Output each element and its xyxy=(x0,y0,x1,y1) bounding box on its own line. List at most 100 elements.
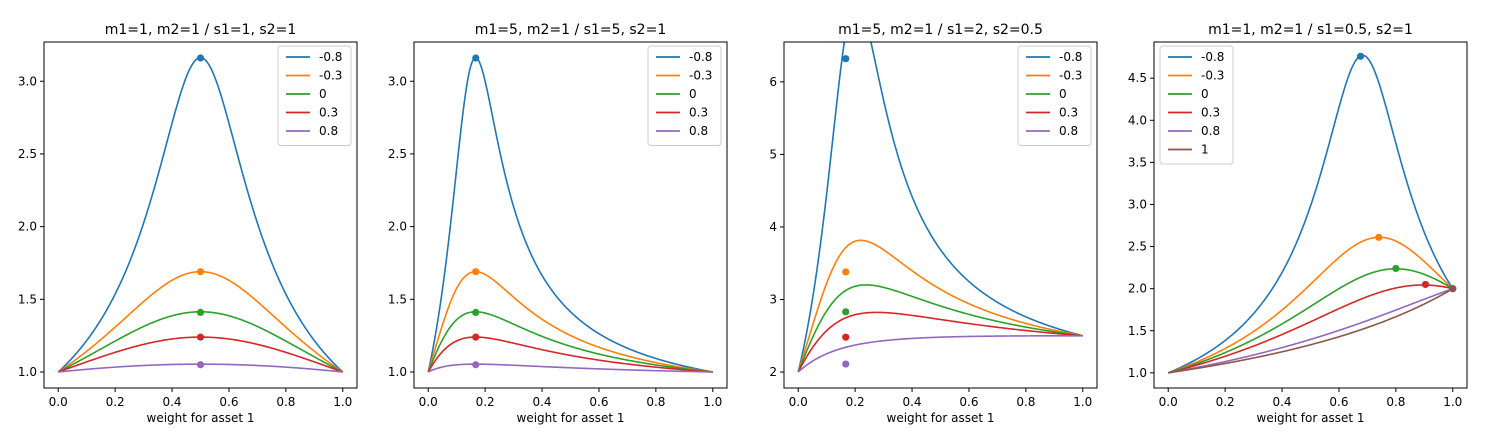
x-tick-label: 0.0 xyxy=(49,395,68,409)
legend-label--0.8: -0.8 xyxy=(319,50,342,64)
y-tick-label: 2.5 xyxy=(388,147,407,161)
max-marker-0 xyxy=(196,308,205,317)
max-marker--0.8 xyxy=(1356,52,1365,60)
series-line--0.8 xyxy=(797,42,1083,373)
x-tick-label: 0.2 xyxy=(1216,395,1235,409)
legend-label-0: 0 xyxy=(689,87,697,101)
legend-label-0: 0 xyxy=(319,87,327,101)
axes-frame xyxy=(43,41,358,389)
y-tick-label: 3.0 xyxy=(18,74,37,88)
legend: -0.8 -0.3 0 0.3 0.8 xyxy=(277,45,352,146)
legend-label-0.3: 0.3 xyxy=(319,106,338,120)
x-tick-label: 1.0 xyxy=(1443,395,1462,409)
y-tick-label: 2 xyxy=(769,365,777,379)
y-tick-label: 4.0 xyxy=(1128,113,1147,127)
x-tick-label: 0.6 xyxy=(219,395,238,409)
y-tick-label: 1.5 xyxy=(388,292,407,306)
legend-label-0.8: 0.8 xyxy=(689,124,708,138)
max-marker--0.8 xyxy=(196,54,205,62)
chart-title: m1=1, m2=1 / s1=0.5, s2=1 xyxy=(1208,22,1413,38)
y-tick-label: 1.0 xyxy=(18,365,37,379)
subplot-1: 0.0 0.2 0.4 0.6 0.8 1.0 1.0 1.5 2.0 2.5 3.0 m1=1, m… xyxy=(18,22,358,425)
legend-label--0.3: -0.3 xyxy=(1201,69,1224,83)
legend-label-0.3: 0.3 xyxy=(689,106,708,120)
axes-frame xyxy=(413,41,728,389)
x-tick-label: 0.2 xyxy=(106,395,125,409)
y-tick-label: 1.5 xyxy=(18,292,37,306)
x-tick-label: 0.6 xyxy=(1329,395,1348,409)
legend-label-0.8: 0.8 xyxy=(319,124,338,138)
max-marker--0.8 xyxy=(842,55,850,63)
x-tick-label: 0.8 xyxy=(1016,395,1035,409)
max-marker--0.3 xyxy=(196,268,205,276)
x-tick-label: 0.8 xyxy=(1386,395,1405,409)
max-marker-0.3 xyxy=(472,333,480,341)
max-marker-0 xyxy=(1392,264,1400,273)
max-marker-0.3 xyxy=(1421,280,1430,289)
legend-label--0.3: -0.3 xyxy=(1059,69,1082,83)
legend-label-0.8: 0.8 xyxy=(1059,124,1078,138)
y-tick-label: 5 xyxy=(769,147,777,161)
legend-label--0.8: -0.8 xyxy=(689,50,712,64)
max-marker-0.3 xyxy=(196,333,205,341)
series-line-0.8 xyxy=(1168,287,1454,374)
legend: -0.8 -0.3 0 0.3 0.8 xyxy=(647,45,722,146)
y-tick-label: 1.0 xyxy=(388,365,407,379)
legend-label-0.3: 0.3 xyxy=(1201,106,1220,120)
x-tick-label: 1.0 xyxy=(1073,395,1092,409)
series-line--0.3 xyxy=(797,239,1083,373)
x-tick-label: 0.8 xyxy=(276,395,295,409)
legend-box xyxy=(277,45,352,146)
legend-label--0.8: -0.8 xyxy=(1201,50,1224,64)
series-line-0 xyxy=(1168,267,1454,374)
y-tick-label: 1.0 xyxy=(1128,366,1147,380)
max-marker--0.3 xyxy=(1375,233,1383,241)
legend-box xyxy=(1017,45,1092,146)
series-line-1 xyxy=(1168,287,1454,374)
x-tick-label: 0.4 xyxy=(1272,395,1291,409)
y-tick-label: 2.0 xyxy=(388,220,407,234)
x-axis-label: weight for asset 1 xyxy=(147,411,255,425)
x-tick-label: 0.4 xyxy=(532,395,551,409)
x-axis-label: weight for asset 1 xyxy=(517,411,625,425)
legend-label--0.3: -0.3 xyxy=(689,69,712,83)
series-line-0.8 xyxy=(797,334,1083,373)
y-tick-label: 4 xyxy=(769,220,777,234)
x-axis-label: weight for asset 1 xyxy=(887,411,995,425)
subplot-3: 0.0 0.2 0.4 0.6 0.8 1.0 2 3 4 5 6 m1=5, m2=1 / s1=2… xyxy=(769,22,1098,425)
max-marker-0.8 xyxy=(472,361,480,369)
chart-title: m1=5, m2=1 / s1=2, s2=0.5 xyxy=(838,22,1043,38)
series-line--0.3 xyxy=(1167,236,1454,374)
x-tick-label: 0.0 xyxy=(789,395,808,409)
x-tick-label: 1.0 xyxy=(703,395,722,409)
x-tick-label: 1.0 xyxy=(333,395,352,409)
legend-label-0: 0 xyxy=(1201,87,1209,101)
legend-label-0.3: 0.3 xyxy=(1059,106,1078,120)
series-line-0.3 xyxy=(1168,284,1453,374)
axes-frame xyxy=(783,41,1098,389)
y-tick-label: 3 xyxy=(769,293,777,307)
y-tick-label: 1.5 xyxy=(1128,324,1147,338)
max-marker--0.3 xyxy=(472,268,480,276)
y-tick-label: 2.0 xyxy=(18,220,37,234)
x-tick-label: 0.6 xyxy=(589,395,608,409)
x-tick-label: 0.8 xyxy=(646,395,665,409)
max-marker-1 xyxy=(1449,285,1457,293)
y-tick-label: 3.5 xyxy=(1128,155,1147,169)
series-line-0.3 xyxy=(797,311,1083,373)
y-tick-label: 2.5 xyxy=(1128,240,1147,254)
max-marker-0.8 xyxy=(842,360,850,368)
chart-title: m1=5, m2=1 / s1=5, s2=1 xyxy=(475,22,666,38)
y-tick-label: 2.5 xyxy=(18,147,37,161)
subplot-4: 0.0 0.2 0.4 0.6 0.8 1.0 1.0 1.5 2.0 2.5 3.0 3.5 4.0 4… xyxy=(1128,22,1468,425)
legend-label-0.8: 0.8 xyxy=(1201,124,1220,138)
max-marker--0.3 xyxy=(842,268,850,276)
x-axis-label: weight for asset 1 xyxy=(1257,411,1365,425)
series-line-0 xyxy=(797,284,1083,373)
y-tick-label: 6 xyxy=(769,75,777,89)
x-tick-label: 0.6 xyxy=(959,395,978,409)
x-tick-label: 0.4 xyxy=(902,395,921,409)
x-tick-label: 0.0 xyxy=(1159,395,1178,409)
x-tick-label: 0.0 xyxy=(419,395,438,409)
